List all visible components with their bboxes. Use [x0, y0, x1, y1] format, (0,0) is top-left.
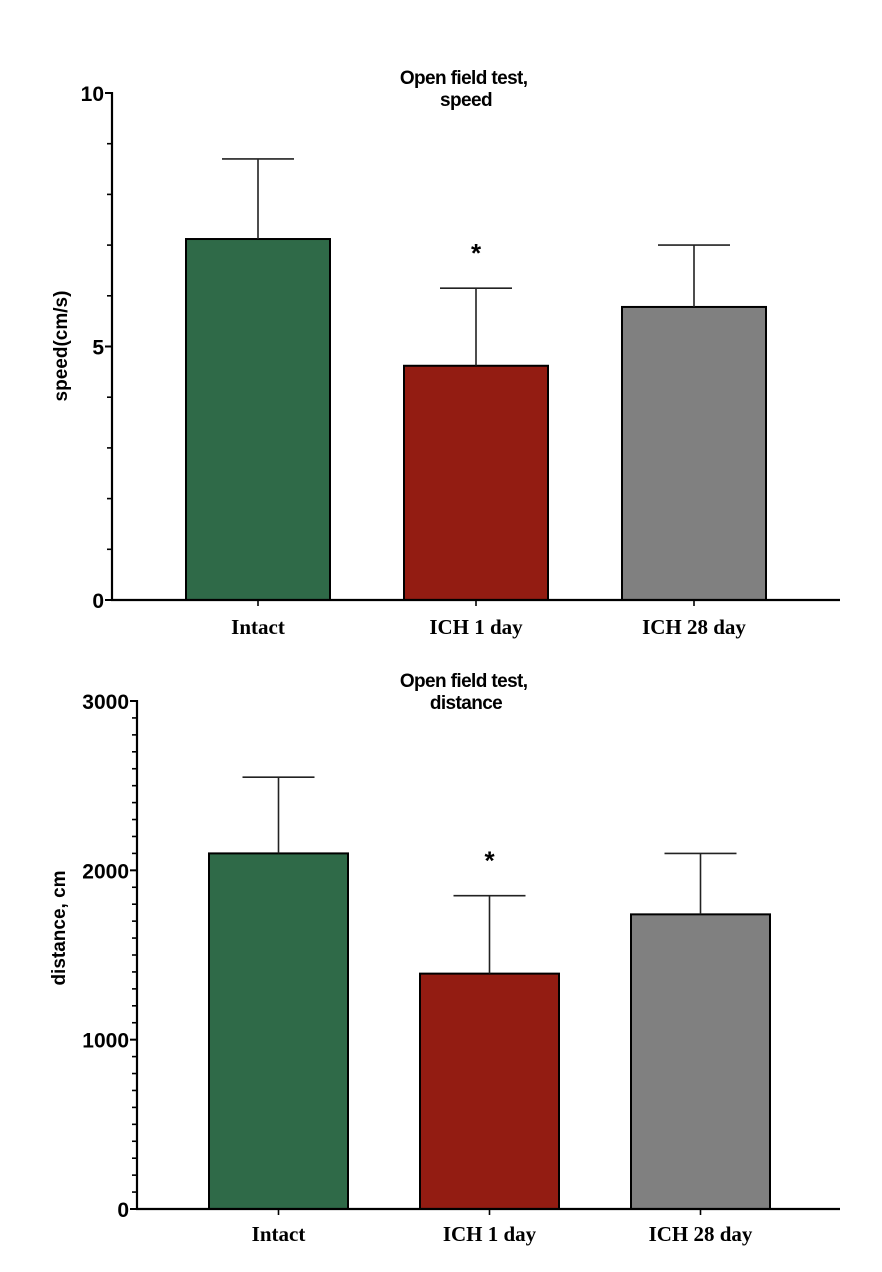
y-tick-label: 5 — [92, 337, 104, 360]
chart-title-line-1: Open field test, — [400, 68, 528, 89]
x-tick-label: ICH 28 day — [642, 615, 746, 639]
error-bar — [664, 852, 737, 915]
x-tick-label: Intact — [231, 615, 285, 639]
chart-title: Open field test, distance — [400, 671, 532, 714]
y-tick-label: 1000 — [82, 1030, 129, 1053]
distance-chart: Open field test, distance distance, cm 0… — [49, 671, 840, 1246]
error-bar — [658, 244, 730, 307]
x-tick-label: ICH 1 day — [443, 1222, 537, 1246]
y-tick-label: 10 — [81, 83, 104, 106]
x-tick-label: Intact — [252, 1222, 306, 1246]
bar-intact — [208, 852, 349, 1211]
y-tick-label: 2000 — [82, 860, 129, 883]
chart-title-line-1: Open field test, — [400, 671, 528, 692]
x-tick-label: ICH 1 day — [429, 615, 523, 639]
y-tick-label: 3000 — [82, 691, 129, 714]
chart-title-line-2: distance — [430, 693, 502, 714]
significance-marker: * — [471, 238, 482, 268]
annotations: * — [484, 846, 495, 876]
error-bar — [222, 158, 294, 240]
error-bar — [453, 894, 526, 974]
y-ticks: 0 5 10 — [81, 83, 112, 613]
error-bars — [222, 158, 730, 366]
y-tick-label: 0 — [92, 590, 104, 613]
x-tick-label: ICH 28 day — [649, 1222, 753, 1246]
error-bars — [242, 776, 737, 974]
speed-chart: Open field test, speed speed(cm/s) 0510 … — [51, 68, 840, 639]
x-ticks: Intact ICH 1 day ICH 28 day — [231, 600, 746, 639]
significance-marker: * — [484, 846, 495, 876]
bar-ich-1-day — [419, 972, 560, 1210]
error-bar — [242, 776, 315, 854]
y-tick-label: 0 — [117, 1199, 129, 1222]
chart-title: Open field test, speed — [400, 68, 532, 111]
error-bar — [440, 287, 512, 366]
y-axis-label: distance, cm — [49, 870, 70, 985]
y-axis-label: speed(cm/s) — [51, 291, 72, 402]
bar-ich-28-day — [630, 913, 771, 1210]
bar-intact — [185, 238, 331, 602]
bar-ich-1-day — [403, 364, 549, 601]
bar-ich-28-day — [621, 305, 767, 601]
y-ticks: 0 1000 2000 3000 — [82, 691, 137, 1222]
chart-title-line-2: speed — [440, 90, 492, 111]
x-ticks: Intact ICH 1 day ICH 28 day — [252, 1209, 753, 1246]
annotations: * — [471, 238, 482, 268]
